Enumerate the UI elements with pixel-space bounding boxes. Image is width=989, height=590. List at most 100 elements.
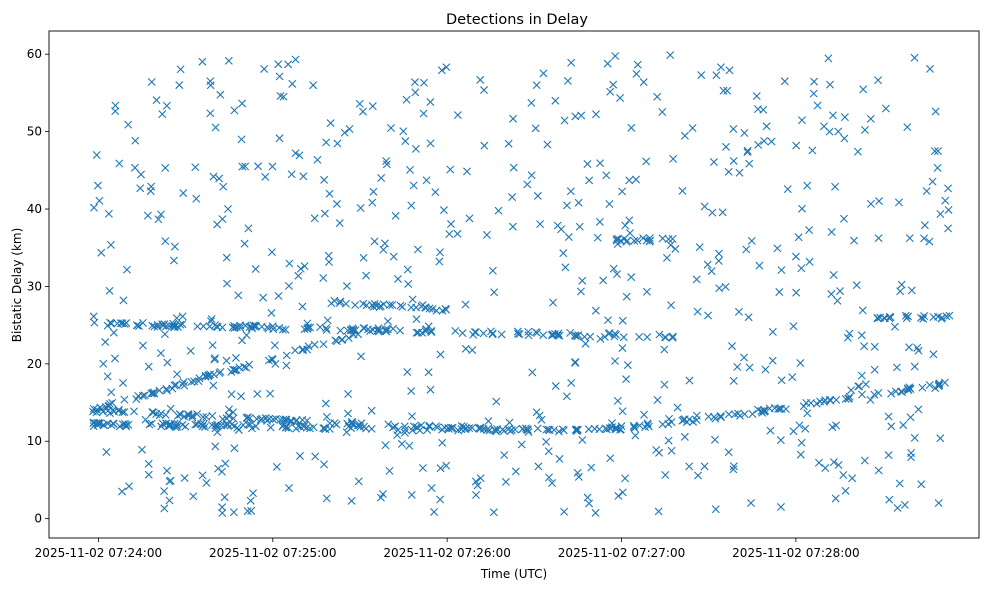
detection-point bbox=[375, 326, 384, 335]
detection-point bbox=[840, 134, 849, 143]
detection-point bbox=[120, 395, 129, 404]
detection-point bbox=[354, 477, 363, 486]
detection-point bbox=[618, 187, 627, 196]
detection-point bbox=[271, 359, 280, 368]
detection-point bbox=[206, 109, 215, 118]
detection-point bbox=[419, 109, 428, 118]
detection-point bbox=[845, 329, 854, 338]
detection-point bbox=[322, 138, 331, 147]
detection-point bbox=[245, 414, 254, 423]
detection-point bbox=[342, 282, 351, 291]
detection-point bbox=[798, 204, 806, 213]
detection-point bbox=[152, 96, 161, 105]
detection-point bbox=[834, 127, 843, 136]
detection-point bbox=[896, 287, 905, 296]
detection-point bbox=[179, 378, 188, 387]
detection-point bbox=[259, 293, 268, 302]
detection-point bbox=[209, 172, 218, 181]
detection-point bbox=[401, 137, 410, 146]
detection-point bbox=[430, 507, 439, 516]
detection-point bbox=[666, 241, 675, 250]
detection-point bbox=[509, 114, 518, 123]
detection-point bbox=[922, 187, 931, 196]
detection-point bbox=[351, 301, 360, 310]
detection-point bbox=[316, 323, 325, 332]
detection-point bbox=[614, 491, 623, 500]
detection-point bbox=[906, 384, 915, 393]
detection-point bbox=[426, 139, 435, 148]
detection-point bbox=[925, 381, 934, 389]
detection-point bbox=[124, 420, 133, 429]
detection-point bbox=[383, 325, 392, 334]
detection-point bbox=[389, 423, 398, 432]
detection-point bbox=[910, 53, 919, 62]
detection-point bbox=[282, 351, 291, 360]
detection-point bbox=[599, 276, 608, 285]
detection-point bbox=[309, 423, 318, 432]
detection-point bbox=[426, 98, 435, 107]
detection-point bbox=[507, 425, 516, 434]
detection-point bbox=[461, 344, 470, 353]
detection-point bbox=[319, 424, 328, 433]
detection-point bbox=[653, 396, 662, 404]
detection-point bbox=[555, 454, 564, 463]
detection-point bbox=[447, 220, 455, 229]
detection-point bbox=[210, 354, 219, 363]
detection-point bbox=[243, 507, 252, 516]
detection-point bbox=[729, 376, 738, 385]
detection-point bbox=[669, 154, 678, 163]
detection-point bbox=[700, 462, 709, 471]
detection-point bbox=[583, 160, 592, 169]
detection-point bbox=[417, 421, 426, 430]
detection-point bbox=[229, 508, 238, 517]
detection-point bbox=[578, 276, 587, 285]
detection-point bbox=[346, 326, 355, 335]
detection-point bbox=[278, 325, 287, 334]
detection-point bbox=[833, 296, 842, 305]
detection-point bbox=[635, 421, 644, 430]
detection-point bbox=[468, 346, 477, 355]
detection-point bbox=[642, 287, 651, 296]
detection-point bbox=[180, 474, 189, 483]
detection-point bbox=[643, 419, 652, 428]
detection-point bbox=[244, 224, 253, 233]
detection-point bbox=[537, 415, 546, 424]
detection-point bbox=[300, 262, 309, 271]
detection-point bbox=[336, 326, 345, 335]
detection-point bbox=[118, 408, 127, 417]
x-tick-label: 2025-11-02 07:24:00 bbox=[35, 546, 162, 560]
detection-point bbox=[176, 320, 185, 329]
detection-point bbox=[367, 406, 376, 415]
detection-point bbox=[391, 211, 400, 220]
detection-point bbox=[583, 493, 592, 502]
detection-point bbox=[840, 113, 849, 122]
detection-point bbox=[887, 389, 896, 398]
detection-point bbox=[602, 171, 611, 180]
detection-point bbox=[618, 344, 627, 353]
detection-point bbox=[332, 337, 341, 346]
detection-point bbox=[640, 410, 649, 419]
detection-point bbox=[219, 182, 228, 191]
detection-point bbox=[407, 387, 416, 396]
detection-point bbox=[484, 417, 493, 426]
detection-point bbox=[708, 208, 717, 217]
detection-point bbox=[465, 424, 474, 433]
detection-point bbox=[199, 413, 207, 422]
detection-point bbox=[252, 322, 261, 331]
detection-point bbox=[829, 271, 838, 279]
detection-point bbox=[611, 357, 619, 366]
detection-point bbox=[479, 329, 488, 338]
detection-point bbox=[101, 338, 110, 347]
detection-point bbox=[147, 78, 156, 86]
detection-point bbox=[876, 313, 885, 322]
detection-point bbox=[777, 266, 786, 275]
detection-point bbox=[319, 340, 328, 349]
detection-point bbox=[527, 171, 536, 180]
detection-point bbox=[743, 148, 752, 157]
detection-point bbox=[893, 503, 902, 512]
detection-point bbox=[291, 149, 300, 158]
detection-point bbox=[385, 466, 394, 475]
detection-point bbox=[267, 354, 276, 363]
detection-point bbox=[777, 404, 786, 413]
detection-point bbox=[539, 331, 548, 340]
